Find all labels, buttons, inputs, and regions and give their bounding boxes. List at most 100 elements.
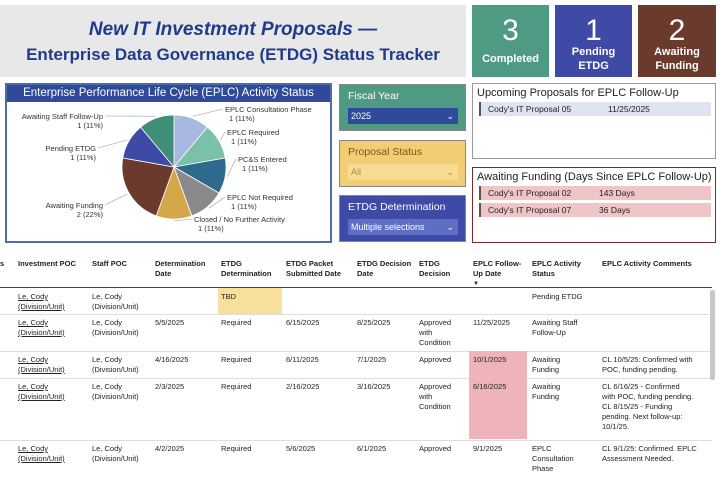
comment-line: CL 6/16/25 - Confirmed — [602, 382, 680, 391]
column-header[interactable]: s — [0, 259, 5, 268]
poc-link[interactable]: Le, Cody — [18, 382, 49, 391]
kpi-awaiting-value: 2 — [668, 14, 686, 47]
comment-line: CL 9/1/25: Confirmed. EPLC — [602, 444, 697, 453]
chevron-down-icon: ⌄ — [446, 222, 454, 232]
header-line: Submitted Date — [286, 269, 342, 278]
kpi-completed-card[interactable]: 3 Completed — [472, 5, 549, 77]
list-item[interactable]: Cody's IT Proposal 07 36 Days — [479, 203, 711, 217]
poc-link[interactable]: Le, Cody — [18, 355, 49, 364]
eplc-activity-pie-panel: Enterprise Performance Life Cycle (EPLC)… — [5, 83, 332, 243]
staff-name: Le, Cody — [92, 382, 123, 391]
column-header-determination-date[interactable]: Determination Date — [155, 259, 205, 279]
column-header-decision-date[interactable]: ETDG Decision Date — [357, 259, 412, 278]
staff-unit: (Division/Unit) — [92, 392, 139, 401]
header-line: EPLC Activity — [532, 259, 581, 268]
etdg-determination-value: Multiple selections — [351, 222, 425, 232]
chevron-down-icon: ⌄ — [446, 167, 454, 177]
header-line: Determination — [155, 259, 206, 268]
pie-label-value: 1 (11%) — [231, 202, 257, 211]
table-row[interactable]: Le, Cody (Division/Unit) Le, Cody (Divisio… — [0, 378, 712, 441]
proposal-status-filter: Proposal Status All ⌄ — [339, 140, 466, 187]
staff-unit: (Division/Unit) — [92, 454, 139, 463]
investment-poc-cell[interactable]: Le, Cody (Division/Unit) — [18, 444, 65, 464]
title-band: New IT Investment Proposals — Enterprise… — [0, 5, 466, 77]
row-marker — [479, 203, 481, 217]
decision-cell: Approved — [419, 355, 452, 364]
table-row[interactable]: Le, Cody (Division/Unit) Le, Cody (Divisio… — [0, 440, 712, 479]
decision-cell: Approved — [419, 444, 452, 453]
etdg-determination-cell: Required — [221, 355, 252, 364]
etdg-determination-cell: Required — [221, 318, 252, 327]
decision-cell: Approved with Condition — [419, 318, 451, 348]
list-item[interactable]: Cody's IT Proposal 05 11/25/2025 — [479, 102, 711, 116]
upcoming-followup-title: Upcoming Proposals for EPLC Follow-Up — [477, 87, 679, 99]
staff-poc-cell: Le, Cody (Division/Unit) — [92, 355, 139, 375]
poc-link-unit[interactable]: (Division/Unit) — [18, 392, 65, 401]
proposal-status-label: Proposal Status — [348, 146, 423, 158]
table-row[interactable]: Le, Cody (Division/Unit) Le, Cody (Divisio… — [0, 351, 712, 379]
followup-date: 11/25/2025 — [608, 104, 650, 114]
poc-link[interactable]: Le, Cody — [18, 318, 49, 327]
proposal-status-value: All — [351, 167, 362, 177]
column-header-eplc-activity-status[interactable]: EPLC Activity Status — [532, 259, 581, 279]
pie-slice-awaiting-funding[interactable] — [121, 157, 175, 217]
decision-cell: Approved with Condition — [419, 382, 451, 412]
kpi-awaiting-funding-card[interactable]: 2 Awaiting Funding — [638, 5, 716, 77]
row-marker — [479, 186, 481, 200]
pie-slice-awaiting-staff-follow-up[interactable] — [140, 114, 175, 169]
poc-link-unit[interactable]: (Division/Unit) — [18, 328, 65, 337]
column-header-packet-submitted[interactable]: ETDG Packet Submitted Date — [286, 259, 341, 279]
decision-line: Approved — [419, 382, 452, 391]
proposal-status-dropdown[interactable]: All ⌄ — [348, 164, 458, 180]
poc-link-unit[interactable]: (Division/Unit) — [18, 454, 65, 463]
etdg-determination-dropdown[interactable]: Multiple selections ⌄ — [348, 219, 458, 235]
upcoming-followup-panel: Upcoming Proposals for EPLC Follow-Up Co… — [472, 83, 716, 159]
column-header-staff-poc[interactable]: Staff POC — [92, 259, 128, 268]
kpi-pending-label-line1: Pending — [571, 46, 616, 58]
pie-leader-line — [226, 158, 237, 177]
investment-poc-cell[interactable]: Le, Cody (Division/Unit) — [18, 318, 65, 338]
header-line: Up Date — [473, 269, 502, 278]
followup-date-cell-overdue: 6/16/2025 — [469, 378, 527, 439]
table-scrollbar[interactable] — [710, 290, 715, 380]
staff-name: Le, Cody — [92, 444, 123, 453]
pie-data-label: PC&S Entered 1 (11%) — [238, 155, 287, 173]
fiscal-year-dropdown[interactable]: 2025 ⌄ — [348, 108, 458, 124]
pie-chart-title: Enterprise Performance Life Cycle (EPLC)… — [7, 85, 330, 102]
kpi-pending-etdg-card[interactable]: 1 Pending ETDG — [555, 5, 632, 77]
staff-name: Le, Cody — [92, 292, 123, 301]
packet-submitted-cell: 5/6/2025 — [286, 444, 316, 453]
poc-link-unit[interactable]: (Division/Unit) — [18, 302, 65, 311]
comment-line: CL 8/15/25 - Funding — [602, 402, 673, 411]
column-header-investment-poc[interactable]: Investment POC — [18, 259, 76, 268]
followup-date-cell-overdue: 10/1/2025 — [469, 351, 527, 378]
column-header-eplc-activity-comments[interactable]: EPLC Activity Comments — [602, 259, 692, 268]
poc-link[interactable]: Le, Cody — [18, 292, 49, 301]
table-row[interactable]: Le, Cody (Division/Unit) Le, Cody (Divisio… — [0, 288, 712, 315]
table-row[interactable]: Le, Cody (Division/Unit) Le, Cody (Divisio… — [0, 314, 712, 352]
pie-chart[interactable] — [7, 85, 330, 241]
header-line: Determination — [221, 269, 272, 278]
column-header-etdg-determination[interactable]: ETDG Determination — [221, 259, 271, 279]
comment-line: with POC, funding pending. — [602, 392, 694, 401]
investment-poc-cell[interactable]: Le, Cody (Division/Unit) — [18, 292, 65, 312]
pie-label-value: 1 (11%) — [198, 224, 224, 233]
investment-poc-cell[interactable]: Le, Cody (Division/Unit) — [18, 355, 65, 375]
pie-data-label: Awaiting Funding 2 (22%) — [19, 201, 103, 219]
column-header-eplc-followup-date[interactable]: EPLC Follow- Up Date ▼ — [473, 259, 521, 289]
decision-line: with — [419, 328, 433, 337]
pie-data-label: Closed / No Further Activity 1 (11%) — [194, 215, 285, 233]
activity-status-cell: Awaiting Funding — [532, 355, 560, 375]
investment-poc-cell[interactable]: Le, Cody (Division/Unit) — [18, 382, 65, 402]
awaiting-funding-panel: Awaiting Funding (Days Since EPLC Follow… — [472, 167, 716, 243]
poc-link[interactable]: Le, Cody — [18, 444, 49, 453]
header-line: ETDG — [221, 259, 242, 268]
pie-label-category: Closed / No Further Activity — [194, 215, 285, 224]
pie-label-value: 1 (11%) — [229, 114, 255, 123]
column-header-etdg-decision[interactable]: ETDG Decision — [419, 259, 450, 279]
list-item[interactable]: Cody's IT Proposal 02 143 Days — [479, 186, 711, 200]
activity-status-cell: Awaiting Staff Follow-Up — [532, 318, 578, 338]
kpi-completed-value: 3 — [502, 14, 519, 47]
decision-date-cell: 3/16/2025 — [357, 382, 391, 391]
poc-link-unit[interactable]: (Division/Unit) — [18, 365, 65, 374]
